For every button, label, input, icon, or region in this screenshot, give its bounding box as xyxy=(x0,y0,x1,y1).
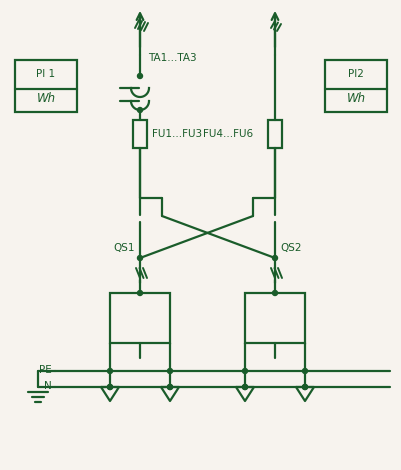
Circle shape xyxy=(138,256,142,260)
Text: PE: PE xyxy=(39,365,52,375)
Bar xyxy=(110,293,170,343)
Text: FU4...FU6: FU4...FU6 xyxy=(203,129,253,139)
Bar xyxy=(268,120,282,148)
Circle shape xyxy=(302,368,308,374)
Circle shape xyxy=(243,368,247,374)
Text: Wh: Wh xyxy=(346,93,366,105)
Circle shape xyxy=(138,290,142,296)
Circle shape xyxy=(138,73,142,78)
Text: QS1: QS1 xyxy=(113,243,135,253)
Circle shape xyxy=(138,108,142,112)
Circle shape xyxy=(168,368,172,374)
Text: FU1...FU3: FU1...FU3 xyxy=(152,129,202,139)
Circle shape xyxy=(168,384,172,390)
Circle shape xyxy=(243,384,247,390)
Bar xyxy=(245,293,305,343)
Circle shape xyxy=(107,384,113,390)
Text: PI 1: PI 1 xyxy=(36,69,56,79)
Bar xyxy=(325,60,387,112)
Text: QS2: QS2 xyxy=(280,243,302,253)
Circle shape xyxy=(273,290,277,296)
Bar xyxy=(133,120,147,148)
Circle shape xyxy=(243,384,247,390)
Text: Wh: Wh xyxy=(36,93,56,105)
Circle shape xyxy=(302,384,308,390)
Circle shape xyxy=(107,384,113,390)
Text: PI2: PI2 xyxy=(348,69,364,79)
Circle shape xyxy=(302,384,308,390)
Bar xyxy=(15,60,77,112)
Circle shape xyxy=(273,256,277,260)
Text: N: N xyxy=(44,381,52,391)
Text: TA1...TA3: TA1...TA3 xyxy=(148,53,196,63)
Circle shape xyxy=(107,368,113,374)
Circle shape xyxy=(168,384,172,390)
